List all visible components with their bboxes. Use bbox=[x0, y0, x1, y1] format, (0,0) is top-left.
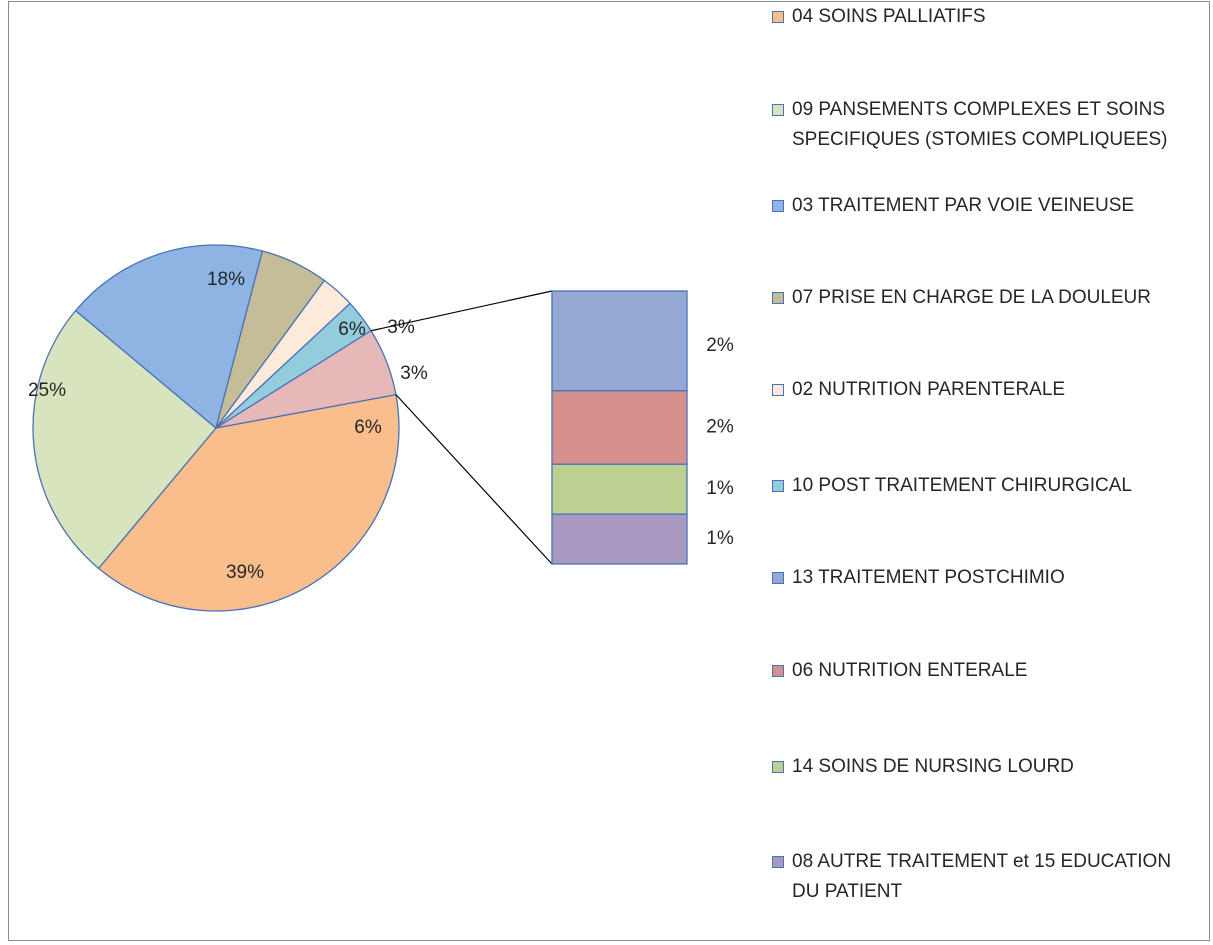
legend-swatch bbox=[772, 11, 784, 23]
legend-swatch bbox=[772, 761, 784, 773]
legend-swatch bbox=[772, 384, 784, 396]
pie-slice-09-pansements-complexes-et-soins-specifiques-stomies-compliquees bbox=[32, 309, 217, 570]
connector-line-bottom bbox=[395, 394, 553, 565]
secondary-bar-data-labels: 2% 2% 1% 1% bbox=[706, 335, 734, 549]
legend-swatch bbox=[772, 200, 784, 212]
pie-label-03-traitement-par-voie-veineuse: 18% bbox=[207, 269, 245, 290]
legend-label: 13 TRAITEMENT POSTCHIMIO bbox=[792, 567, 1065, 588]
legend-item-13-traitement-postchimio: 13 TRAITEMENT POSTCHIMIO bbox=[772, 563, 1197, 593]
pie-label-07-prise-en-charge-de-la-douleur: 6% bbox=[338, 319, 366, 340]
legend-swatch bbox=[772, 856, 784, 868]
pie-label-09-pansements-complexes-et-soins-specifiques-stomies-compliquees: 25% bbox=[28, 380, 66, 401]
pie-data-labels: 39% 25% 18% 6% 3% 3% 6% bbox=[28, 269, 428, 583]
legend-label: 08 AUTRE TRAITEMENT et 15 EDUCATION DU P… bbox=[792, 851, 1172, 902]
legend: 04 SOINS PALLIATIFS 09 PANSEMENTS COMPLEX… bbox=[772, 0, 1202, 945]
pie-label-02-nutrition-parenterale: 3% bbox=[387, 317, 415, 338]
bar-segment-14-soins-de-nursing-lourd bbox=[551, 463, 688, 515]
legend-item-09-pansements-complexes-et-soins-specifiques-stomies-compliquees: 09 PANSEMENTS COMPLEXES ET SOINS SPECIFI… bbox=[772, 95, 1197, 155]
connector-line-top bbox=[370, 290, 553, 332]
legend-label: 14 SOINS DE NURSING LOURD bbox=[792, 756, 1074, 777]
legend-label: 04 SOINS PALLIATIFS bbox=[792, 6, 986, 27]
legend-item-06-nutrition-enterale: 06 NUTRITION ENTERALE bbox=[772, 656, 1197, 686]
legend-label: 10 POST TRAITEMENT CHIRURGICAL bbox=[792, 475, 1132, 496]
pie-label-other: 6% bbox=[354, 417, 382, 438]
legend-item-02-nutrition-parenterale: 02 NUTRITION PARENTERALE bbox=[772, 375, 1197, 405]
legend-swatch bbox=[772, 292, 784, 304]
pie-label-10-post-traitement-chirurgical: 3% bbox=[400, 363, 428, 384]
legend-item-10-post-traitement-chirurgical: 10 POST TRAITEMENT CHIRURGICAL bbox=[772, 471, 1197, 501]
pie-label-04-soins-palliatifs: 39% bbox=[226, 562, 264, 583]
legend-item-03-traitement-par-voie-veineuse: 03 TRAITEMENT PAR VOIE VEINEUSE bbox=[772, 191, 1197, 221]
legend-swatch bbox=[772, 572, 784, 584]
bar-of-pie-connectors bbox=[370, 290, 553, 565]
pie-slice-03-traitement-par-voie-veineuse bbox=[74, 244, 264, 430]
legend-label: 03 TRAITEMENT PAR VOIE VEINEUSE bbox=[792, 195, 1135, 216]
bar-segment-06-nutrition-enterale bbox=[551, 390, 688, 465]
legend-label: 07 PRISE EN CHARGE DE LA DOULEUR bbox=[792, 287, 1151, 308]
legend-swatch bbox=[772, 104, 784, 116]
bar-segment-13-traitement-postchimio bbox=[551, 290, 688, 392]
bar-label-06-nutrition-enterale: 2% bbox=[706, 417, 734, 438]
legend-item-08-autre-traitement-et-15-education-du-patient: 08 AUTRE TRAITEMENT et 15 EDUCATION DU P… bbox=[772, 847, 1197, 907]
legend-item-07-prise-en-charge-de-la-douleur: 07 PRISE EN CHARGE DE LA DOULEUR bbox=[772, 283, 1197, 313]
legend-label: 06 NUTRITION ENTERALE bbox=[792, 660, 1028, 681]
legend-label: 09 PANSEMENTS COMPLEXES ET SOINS SPECIFI… bbox=[792, 99, 1168, 150]
pie-chart bbox=[32, 244, 400, 612]
pie-slice-04-soins-palliatifs bbox=[97, 393, 400, 612]
legend-swatch bbox=[772, 665, 784, 677]
legend-item-14-soins-de-nursing-lourd: 14 SOINS DE NURSING LOURD bbox=[772, 752, 1197, 782]
bar-segment-08-autre-traitement-et-15-education-du-patient bbox=[551, 513, 688, 565]
bar-label-08-autre-traitement-et-15-education-du-patient: 1% bbox=[706, 528, 734, 549]
secondary-bar-stack bbox=[551, 290, 688, 565]
legend-item-04-soins-palliatifs: 04 SOINS PALLIATIFS bbox=[772, 2, 1197, 32]
legend-label: 02 NUTRITION PARENTERALE bbox=[792, 379, 1066, 400]
bar-label-13-traitement-postchimio: 2% bbox=[706, 335, 734, 356]
bar-label-14-soins-de-nursing-lourd: 1% bbox=[706, 478, 734, 499]
legend-swatch bbox=[772, 480, 784, 492]
